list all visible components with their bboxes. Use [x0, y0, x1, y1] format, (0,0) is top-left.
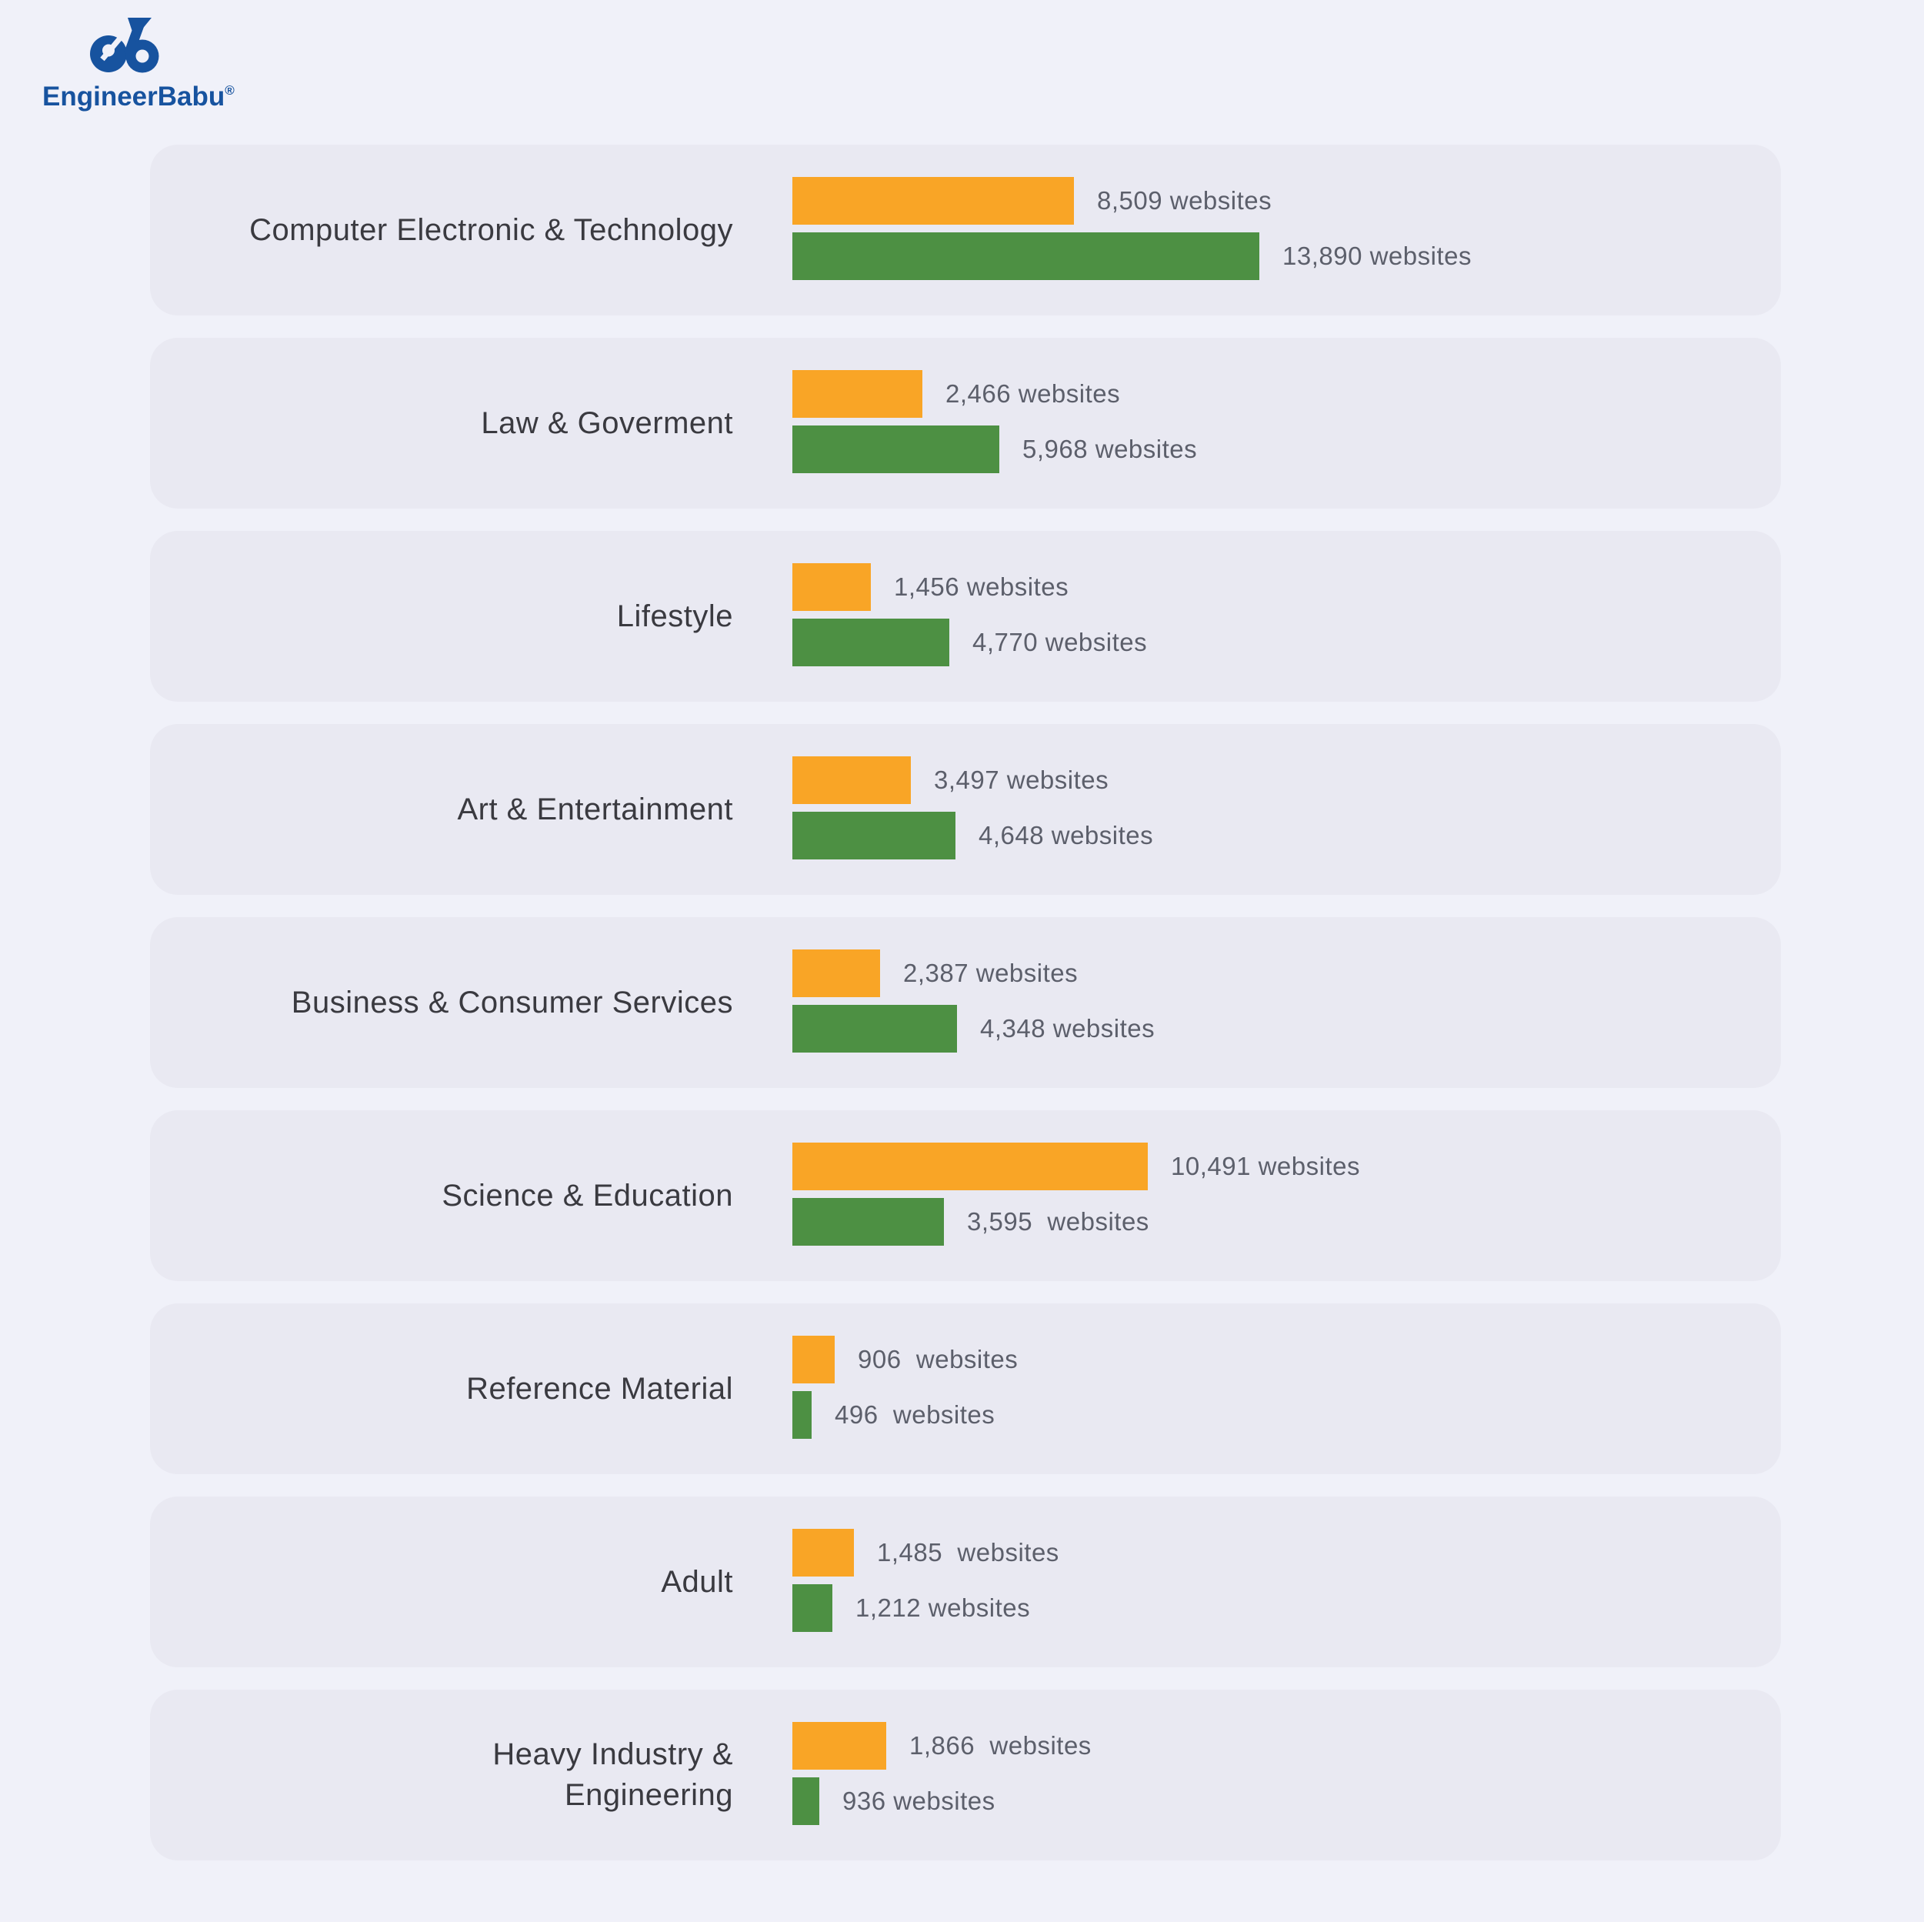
bar-value-label: 3,497 websites — [934, 766, 1109, 794]
bar-value-label: 3,595 websites — [967, 1207, 1149, 1236]
brand-name: EngineerBabu® — [42, 82, 235, 112]
category-card-art-entertainment: Art & Entertainment 3,497 websites 4,648… — [150, 724, 1781, 895]
bar-row: 936 websites — [792, 1777, 1092, 1825]
orange-bar — [792, 1143, 1148, 1190]
bar-row: 4,648 websites — [792, 812, 1153, 859]
category-label: Art & Entertainment — [457, 792, 733, 826]
category-card-reference-material: Reference Material 906 websites 496 webs… — [150, 1303, 1781, 1474]
engineerbabu-logo: EngineerBabu® — [42, 17, 273, 112]
green-bar — [792, 812, 955, 859]
category-card-law-goverment: Law & Goverment 2,466 websites 5,968 web… — [150, 338, 1781, 509]
green-bar — [792, 1584, 832, 1632]
green-bar — [792, 1391, 812, 1439]
category-label: Reference Material — [466, 1371, 733, 1406]
green-bar — [792, 232, 1259, 280]
bar-group: 906 websites 496 websites — [792, 1336, 1018, 1446]
category-label: Adult — [661, 1564, 733, 1599]
bar-value-label: 4,648 websites — [979, 821, 1154, 849]
registered-mark: ® — [225, 83, 235, 98]
category-label: Heavy Industry & Engineering — [492, 1737, 733, 1812]
bar-row: 1,212 websites — [792, 1584, 1059, 1632]
bar-row: 3,497 websites — [792, 756, 1153, 804]
green-bar — [792, 619, 949, 666]
bar-group: 2,387 websites 4,348 websites — [792, 949, 1155, 1060]
green-bar — [792, 1005, 957, 1053]
bar-row: 8,509 websites — [792, 177, 1472, 225]
green-bar — [792, 1777, 819, 1825]
bar-value-label: 1,456 websites — [894, 572, 1069, 601]
bar-row: 1,866 websites — [792, 1722, 1092, 1770]
bar-row: 10,491 websites — [792, 1143, 1360, 1190]
category-card-business-consumer-services: Business & Consumer Services 2,387 websi… — [150, 917, 1781, 1088]
orange-bar — [792, 1529, 854, 1577]
orange-bar — [792, 177, 1074, 225]
bar-value-label: 2,387 websites — [903, 959, 1079, 987]
bar-value-label: 5,968 websites — [1022, 435, 1198, 463]
orange-bar — [792, 1336, 835, 1383]
category-card-heavy-industry-engineering: Heavy Industry & Engineering 1,866 websi… — [150, 1690, 1781, 1860]
bar-row: 1,456 websites — [792, 563, 1147, 611]
category-label: Computer Electronic & Technology — [249, 212, 733, 247]
bar-value-label: 1,866 websites — [909, 1731, 1092, 1760]
bar-row: 2,387 websites — [792, 949, 1155, 997]
bar-value-label: 906 websites — [858, 1345, 1019, 1373]
bar-group: 2,466 websites 5,968 websites — [792, 370, 1197, 481]
bar-group: 8,509 websites 13,890 websites — [792, 177, 1472, 288]
bar-row: 4,348 websites — [792, 1005, 1155, 1053]
bar-group: 1,456 websites 4,770 websites — [792, 563, 1147, 674]
bar-row: 13,890 websites — [792, 232, 1472, 280]
category-label: Science & Education — [442, 1178, 733, 1213]
green-bar — [792, 425, 999, 473]
bar-value-label: 496 websites — [835, 1400, 995, 1429]
orange-bar — [792, 1722, 886, 1770]
category-label: Business & Consumer Services — [291, 985, 733, 1019]
bar-group: 10,491 websites 3,595 websites — [792, 1143, 1360, 1253]
category-label: Law & Goverment — [481, 405, 733, 440]
bar-row: 5,968 websites — [792, 425, 1197, 473]
bar-value-label: 2,466 websites — [945, 379, 1121, 408]
bar-value-label: 10,491 websites — [1171, 1152, 1360, 1180]
bottom-white-strip — [0, 1922, 1924, 1932]
orange-bar — [792, 563, 871, 611]
bar-value-label: 13,890 websites — [1282, 242, 1472, 270]
bar-row: 4,770 websites — [792, 619, 1147, 666]
bar-value-label: 8,509 websites — [1097, 186, 1272, 215]
bar-group: 3,497 websites 4,648 websites — [792, 756, 1153, 867]
category-card-adult: Adult 1,485 websites 1,212 websites — [150, 1497, 1781, 1667]
bar-value-label: 936 websites — [842, 1787, 995, 1815]
category-card-lifestyle: Lifestyle 1,456 websites 4,770 websites — [150, 531, 1781, 702]
bar-group: 1,485 websites 1,212 websites — [792, 1529, 1059, 1640]
bar-value-label: 1,212 websites — [855, 1593, 1031, 1622]
bar-row: 1,485 websites — [792, 1529, 1059, 1577]
bar-value-label: 4,348 websites — [980, 1014, 1155, 1043]
category-cards: Computer Electronic & Technology 8,509 w… — [150, 145, 1781, 1883]
category-card-computer-electronic-technology: Computer Electronic & Technology 8,509 w… — [150, 145, 1781, 315]
bar-row: 3,595 websites — [792, 1198, 1360, 1246]
bar-row: 2,466 websites — [792, 370, 1197, 418]
category-label: Lifestyle — [616, 599, 733, 633]
engineerbabu-logo-icon — [90, 18, 159, 73]
green-bar — [792, 1198, 944, 1246]
orange-bar — [792, 370, 922, 418]
bar-row: 496 websites — [792, 1391, 1018, 1439]
bar-value-label: 4,770 websites — [972, 628, 1148, 656]
orange-bar — [792, 949, 880, 997]
category-card-science-education: Science & Education 10,491 websites 3,59… — [150, 1110, 1781, 1281]
bar-row: 906 websites — [792, 1336, 1018, 1383]
orange-bar — [792, 756, 911, 804]
bar-value-label: 1,485 websites — [877, 1538, 1059, 1567]
bar-group: 1,866 websites 936 websites — [792, 1722, 1092, 1833]
